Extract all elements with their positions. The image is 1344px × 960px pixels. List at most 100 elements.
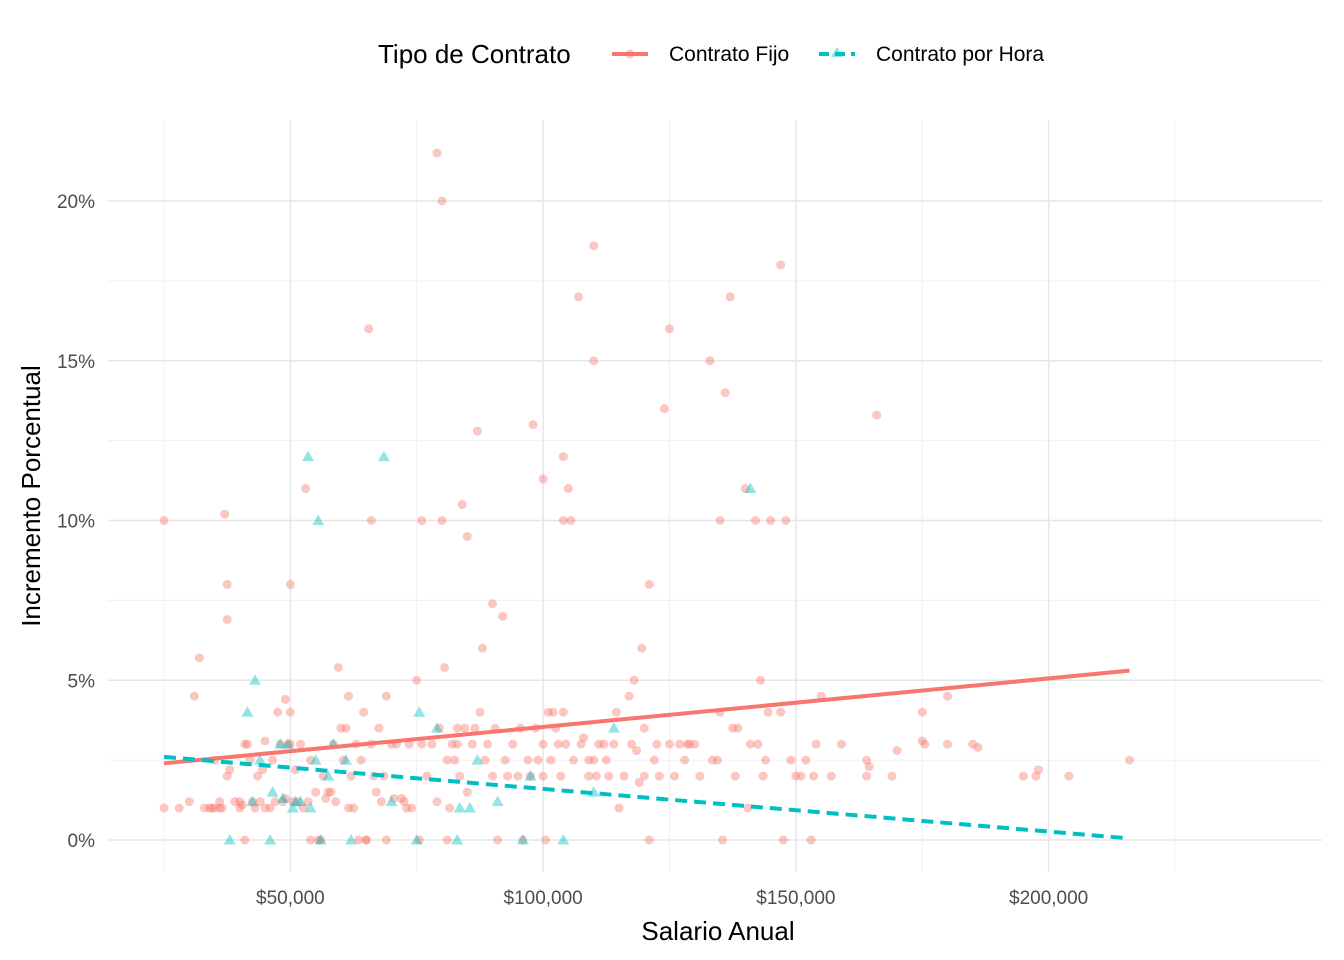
data-point-contrato-fijo <box>659 404 669 414</box>
data-point-contrato-fijo <box>258 765 268 775</box>
data-point-contrato-fijo <box>917 707 927 717</box>
data-point-contrato-fijo <box>349 803 359 813</box>
data-point-contrato-fijo <box>614 803 624 813</box>
data-point-contrato-fijo <box>397 793 407 803</box>
data-point-contrato-fijo <box>720 388 730 398</box>
data-point-contrato-fijo <box>584 771 594 781</box>
data-point-contrato-fijo <box>733 723 743 733</box>
data-point-contrato-fijo <box>389 793 399 803</box>
data-point-contrato-por-hora <box>266 786 279 797</box>
data-point-contrato-fijo <box>574 292 584 302</box>
data-point-contrato-fijo <box>1125 755 1135 765</box>
data-point-contrato-fijo <box>475 707 485 717</box>
data-point-contrato-fijo <box>253 771 263 781</box>
data-point-contrato-fijo <box>260 803 270 813</box>
data-point-contrato-fijo <box>467 739 477 749</box>
data-point-contrato-fijo <box>159 803 169 813</box>
data-point-contrato-fijo <box>359 707 369 717</box>
legend-marker-contrato-por-hora <box>831 47 843 57</box>
data-point-contrato-fijo <box>210 803 220 813</box>
data-point-contrato-fijo <box>707 755 717 765</box>
data-point-contrato-por-hora <box>254 754 267 765</box>
data-point-contrato-fijo <box>477 643 487 653</box>
y-axis-title: Incremento Porcentual <box>16 365 46 627</box>
data-point-contrato-fijo <box>541 835 551 845</box>
data-point-contrato-fijo <box>273 707 283 717</box>
data-point-contrato-fijo <box>566 516 576 525</box>
data-point-contrato-fijo <box>791 771 801 781</box>
data-point-contrato-fijo <box>215 797 225 807</box>
data-point-contrato-fijo <box>440 662 450 672</box>
data-point-contrato-fijo <box>811 739 821 749</box>
data-point-contrato-fijo <box>270 797 280 807</box>
data-point-contrato-por-hora <box>246 795 259 807</box>
data-point-contrato-por-hora <box>607 722 620 733</box>
data-point-contrato-fijo <box>740 484 750 494</box>
data-point-contrato-fijo <box>437 196 447 206</box>
data-point-contrato-fijo <box>488 599 498 609</box>
data-point-contrato-fijo <box>753 739 763 749</box>
data-point-contrato-fijo <box>240 739 250 749</box>
data-point-contrato-fijo <box>217 803 227 813</box>
y-tick-label: 0% <box>68 831 96 852</box>
data-point-contrato-fijo <box>194 653 204 663</box>
x-tick-label: $100,000 <box>504 888 583 909</box>
data-point-contrato-fijo <box>973 742 983 752</box>
data-point-contrato-por-hora <box>453 802 466 813</box>
data-point-contrato-fijo <box>809 771 819 781</box>
data-point-contrato-fijo <box>242 739 252 749</box>
data-point-contrato-fijo <box>920 739 930 749</box>
data-point-contrato-fijo <box>366 516 376 525</box>
data-point-contrato-fijo <box>437 516 447 525</box>
data-point-contrato-fijo <box>776 260 786 270</box>
data-point-contrato-por-hora <box>314 834 327 845</box>
data-point-contrato-fijo <box>356 755 366 765</box>
data-point-contrato-por-hora <box>281 738 294 749</box>
data-point-contrato-por-hora <box>248 674 261 685</box>
data-point-contrato-fijo <box>917 736 927 746</box>
data-point-contrato-fijo <box>523 755 533 765</box>
data-point-contrato-fijo <box>644 579 654 589</box>
data-point-contrato-fijo <box>174 803 184 813</box>
data-point-contrato-fijo <box>240 835 250 845</box>
data-point-contrato-fijo <box>758 771 768 781</box>
data-point-contrato-fijo <box>591 771 601 781</box>
data-point-contrato-fijo <box>323 787 333 797</box>
data-point-contrato-fijo <box>611 707 621 717</box>
data-point-contrato-por-hora <box>557 834 570 845</box>
data-point-contrato-fijo <box>589 755 599 765</box>
data-point-contrato-fijo <box>563 484 573 494</box>
data-point-contrato-fijo <box>280 694 290 704</box>
data-point-contrato-fijo <box>344 803 354 813</box>
data-point-contrato-fijo <box>538 739 548 749</box>
data-point-contrato-fijo <box>632 746 642 756</box>
data-point-contrato-fijo <box>457 500 467 510</box>
data-point-contrato-fijo <box>235 797 245 807</box>
data-point-contrato-fijo <box>237 800 247 810</box>
data-point-contrato-fijo <box>682 739 692 749</box>
data-point-contrato-fijo <box>786 755 796 765</box>
data-point-contrato-fijo <box>260 736 270 746</box>
data-point-contrato-fijo <box>298 803 308 813</box>
data-point-contrato-fijo <box>619 771 629 781</box>
data-point-contrato-fijo <box>432 148 442 158</box>
y-tick-label: 5% <box>68 671 96 692</box>
data-point-contrato-fijo <box>399 797 409 807</box>
data-point-contrato-fijo <box>558 452 568 462</box>
data-point-contrato-por-hora <box>491 795 504 807</box>
trend-lines <box>163 668 1130 841</box>
data-point-contrato-fijo <box>488 771 498 781</box>
data-point-contrato-fijo <box>432 797 442 807</box>
legend-title: Tipo de Contrato <box>378 39 571 69</box>
data-point-contrato-fijo <box>518 835 528 845</box>
data-point-contrato-fijo <box>417 739 427 749</box>
data-point-contrato-fijo <box>584 755 594 765</box>
data-point-contrato-fijo <box>862 755 872 765</box>
data-point-contrato-fijo <box>333 662 343 672</box>
data-point-contrato-fijo <box>556 771 566 781</box>
data-point-contrato-fijo <box>402 803 412 813</box>
data-point-contrato-fijo <box>634 777 644 787</box>
data-point-contrato-fijo <box>761 755 771 765</box>
data-point-contrato-fijo <box>326 787 336 797</box>
